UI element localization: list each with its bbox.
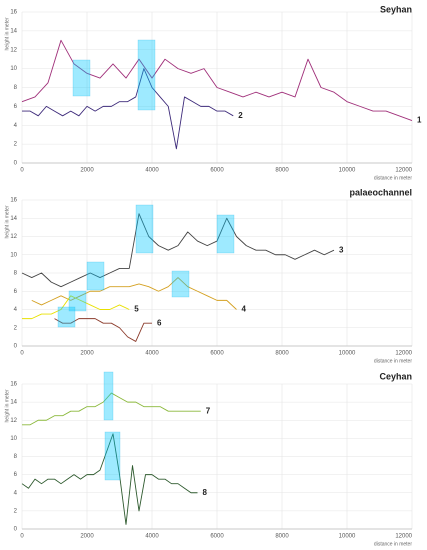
y-tick-label: 12 <box>10 47 17 53</box>
x-axis-label: distance in meter <box>374 541 412 547</box>
x-tick-label: 10000 <box>339 168 356 174</box>
x-tick-label: 10000 <box>339 534 356 540</box>
y-axis-label: height in meter <box>4 389 10 422</box>
highlight-box <box>68 290 87 312</box>
y-tick-label: 16 <box>10 10 17 16</box>
y-tick-label: 4 <box>14 123 18 129</box>
series-label: 1 <box>417 116 422 125</box>
x-tick-label: 2000 <box>80 534 94 540</box>
y-tick-label: 16 <box>10 382 17 388</box>
highlight-box <box>137 39 156 111</box>
y-tick-label: 6 <box>14 289 18 295</box>
series-label: 6 <box>157 318 162 327</box>
highlight-box <box>103 371 114 421</box>
chart-title: Seyhan <box>380 4 412 14</box>
highlight-box <box>72 59 91 97</box>
chart-title: palaeochannel <box>349 187 412 197</box>
y-tick-label: 6 <box>14 472 18 478</box>
series-label: 5 <box>134 305 139 314</box>
x-tick-label: 4000 <box>145 351 159 357</box>
y-tick-label: 12 <box>10 418 17 424</box>
y-tick-label: 16 <box>10 198 17 204</box>
series-line <box>22 295 130 320</box>
y-tick-label: 10 <box>10 66 17 72</box>
x-tick-label: 8000 <box>275 534 289 540</box>
highlight-box <box>135 204 154 254</box>
highlight-box <box>216 214 235 254</box>
y-tick-label: 10 <box>10 252 17 258</box>
series-line <box>21 213 335 288</box>
series-label: 3 <box>339 245 344 254</box>
y-tick-label: 12 <box>10 234 17 240</box>
series-label: 7 <box>206 406 211 415</box>
x-tick-label: 2000 <box>80 168 94 174</box>
x-tick-label: 0 <box>20 351 24 357</box>
y-tick-label: 2 <box>14 142 18 148</box>
y-tick-label: 14 <box>10 216 17 222</box>
y-tick-label: 0 <box>14 161 18 167</box>
x-tick-label: 8000 <box>275 168 289 174</box>
y-tick-label: 10 <box>10 436 17 442</box>
x-tick-label: 2000 <box>80 351 94 357</box>
series-line <box>22 68 234 150</box>
x-tick-label: 4000 <box>145 168 159 174</box>
chart-title: Ceyhan <box>379 371 412 381</box>
y-tick-label: 6 <box>14 104 18 110</box>
y-tick-label: 8 <box>14 271 18 277</box>
x-axis-label: distance in meter <box>374 358 412 364</box>
x-tick-label: 12000 <box>395 168 412 174</box>
highlights <box>57 39 235 481</box>
y-axis-label: height in meter <box>4 17 10 50</box>
x-tick-label: 8000 <box>275 351 289 357</box>
x-tick-label: 0 <box>20 534 24 540</box>
y-tick-label: 0 <box>14 344 18 350</box>
series-line <box>31 277 237 310</box>
series-line <box>21 39 413 121</box>
series-label: 8 <box>203 488 208 497</box>
highlight-box <box>171 270 190 298</box>
x-tick-label: 6000 <box>210 351 224 357</box>
x-axis-label: distance in meter <box>374 175 412 181</box>
y-tick-label: 2 <box>14 508 18 514</box>
series-line <box>54 318 152 342</box>
y-tick-label: 2 <box>14 325 18 331</box>
highlight-box <box>86 261 105 291</box>
y-tick-label: 0 <box>14 527 18 533</box>
y-tick-label: 4 <box>14 490 18 496</box>
panel: 0 2 4 6 8 10 12 14 16 0 2000 4000 6000 8000 10000 12000… <box>4 187 412 364</box>
y-axis-label: height in meter <box>4 205 10 238</box>
highlight-box <box>104 431 121 481</box>
y-tick-label: 14 <box>10 400 17 406</box>
x-tick-label: 10000 <box>339 351 356 357</box>
y-tick-label: 14 <box>10 28 17 34</box>
x-tick-label: 0 <box>20 168 24 174</box>
series-line <box>22 392 201 426</box>
y-tick-label: 4 <box>14 307 18 313</box>
panel: 0 2 4 6 8 10 12 14 16 0 2000 4000 6000 8000 10000 12000… <box>4 371 412 547</box>
x-tick-label: 4000 <box>145 534 159 540</box>
series-line <box>21 433 198 525</box>
series-label: 2 <box>238 111 243 120</box>
x-tick-label: 6000 <box>210 168 224 174</box>
x-tick-label: 12000 <box>395 351 412 357</box>
y-tick-label: 8 <box>14 85 18 91</box>
y-tick-label: 8 <box>14 454 18 460</box>
series-label: 4 <box>242 305 247 314</box>
x-tick-label: 6000 <box>210 534 224 540</box>
highlight-box <box>57 306 76 328</box>
x-tick-label: 12000 <box>395 534 412 540</box>
